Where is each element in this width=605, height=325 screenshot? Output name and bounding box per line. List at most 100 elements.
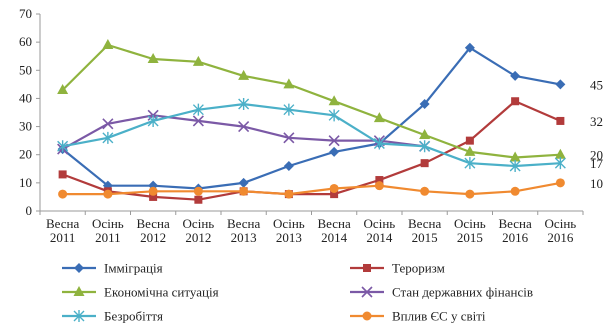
series-line — [62, 181, 561, 196]
data-point — [238, 98, 250, 111]
legend-marker — [73, 310, 85, 322]
y-tick-label: 30 — [19, 119, 32, 134]
data-point — [102, 131, 114, 144]
data-point — [420, 159, 429, 168]
x-tick-label: 2014 — [366, 230, 393, 245]
data-point — [192, 55, 204, 66]
legend-marker — [361, 286, 373, 298]
end-value-label: 17 — [590, 156, 604, 171]
data-point — [147, 114, 159, 127]
legend-item: Імміграція — [62, 261, 163, 276]
data-point — [283, 132, 295, 144]
x-tick-label: Весна — [227, 216, 260, 231]
legend-item: Тероризм — [350, 261, 445, 276]
data-point — [283, 103, 295, 116]
data-point — [57, 83, 69, 94]
data-point — [555, 79, 566, 90]
data-point — [419, 140, 431, 153]
legend-label: Імміграція — [104, 261, 163, 276]
data-point — [283, 160, 294, 171]
data-point — [510, 186, 520, 196]
legend-item: Стан державних фінансів — [350, 285, 533, 300]
data-point — [147, 53, 159, 64]
legend-item: Безробіття — [62, 309, 163, 324]
data-point — [102, 38, 114, 49]
data-point — [149, 192, 158, 201]
x-tick-label: Осінь — [545, 216, 577, 231]
y-tick-label: 20 — [19, 147, 32, 162]
data-point — [509, 151, 521, 162]
series-line — [62, 103, 561, 168]
data-point — [103, 189, 113, 199]
x-tick-label: Осінь — [364, 216, 396, 231]
axes: 010203040506070Весна2011Осінь2011Весна20… — [19, 6, 584, 245]
end-value-label: 45 — [590, 77, 603, 92]
y-tick-label: 10 — [19, 175, 32, 190]
legend-label: Вплив ЄС у світі — [392, 309, 486, 324]
x-tick-label: Осінь — [273, 216, 305, 231]
end-value-label: 10 — [590, 176, 603, 191]
series-lines — [57, 38, 566, 204]
x-tick-label: Осінь — [454, 216, 486, 231]
x-tick-label: Весна — [46, 216, 79, 231]
legend-label: Стан державних фінансів — [392, 285, 533, 300]
x-tick-label: 2013 — [231, 230, 257, 245]
data-point — [554, 148, 566, 159]
data-point — [511, 97, 520, 106]
end-value-label: 32 — [590, 114, 603, 129]
data-point — [193, 186, 203, 196]
data-point — [464, 157, 476, 170]
data-point — [465, 189, 475, 199]
x-tick-label: 2011 — [50, 230, 76, 245]
end-value-label: 20 — [590, 148, 603, 163]
legend-label: Економічна ситуація — [104, 285, 219, 300]
data-point — [238, 121, 250, 133]
x-tick-label: Весна — [498, 216, 531, 231]
data-point — [375, 176, 384, 185]
legend: Імміграція Тероризм Економічна ситуація Ста… — [62, 261, 533, 324]
data-point — [419, 129, 431, 140]
legend-label: Безробіття — [104, 309, 163, 324]
x-tick-label: Весна — [136, 216, 169, 231]
x-tick-label: 2016 — [547, 230, 574, 245]
data-point — [284, 189, 294, 199]
data-point — [58, 189, 68, 199]
y-tick-label: 40 — [19, 90, 32, 105]
x-tick-label: Весна — [317, 216, 350, 231]
data-point — [555, 178, 565, 188]
data-point — [148, 186, 158, 196]
data-point — [419, 99, 430, 110]
x-tick-label: 2012 — [185, 230, 211, 245]
x-tick-label: 2015 — [457, 230, 483, 245]
series-5 — [57, 98, 566, 172]
series-line — [62, 114, 425, 151]
y-tick-label: 0 — [26, 203, 33, 218]
x-tick-label: 2015 — [412, 230, 438, 245]
data-point — [328, 109, 340, 122]
data-point — [420, 186, 430, 196]
x-tick-label: 2012 — [140, 230, 166, 245]
legend-item: Вплив ЄС у світі — [350, 309, 486, 324]
x-tick-label: Весна — [408, 216, 441, 231]
data-point — [328, 135, 340, 147]
data-point — [239, 186, 249, 196]
data-point — [329, 146, 340, 157]
y-tick-label: 50 — [19, 62, 32, 77]
series-line — [62, 100, 561, 201]
series-3 — [57, 38, 566, 162]
data-point — [329, 183, 339, 193]
data-point — [374, 181, 384, 191]
legend-item: Економічна ситуація — [62, 285, 219, 300]
legend-marker — [363, 264, 371, 272]
data-point — [373, 137, 385, 150]
data-point — [509, 159, 521, 172]
x-tick-label: 2014 — [321, 230, 348, 245]
data-point — [328, 95, 340, 106]
data-point — [510, 70, 521, 81]
legend-marker — [73, 286, 85, 296]
data-point — [464, 42, 475, 53]
legend-label: Тероризм — [392, 261, 445, 276]
series-line — [61, 46, 561, 190]
data-point — [373, 112, 385, 123]
